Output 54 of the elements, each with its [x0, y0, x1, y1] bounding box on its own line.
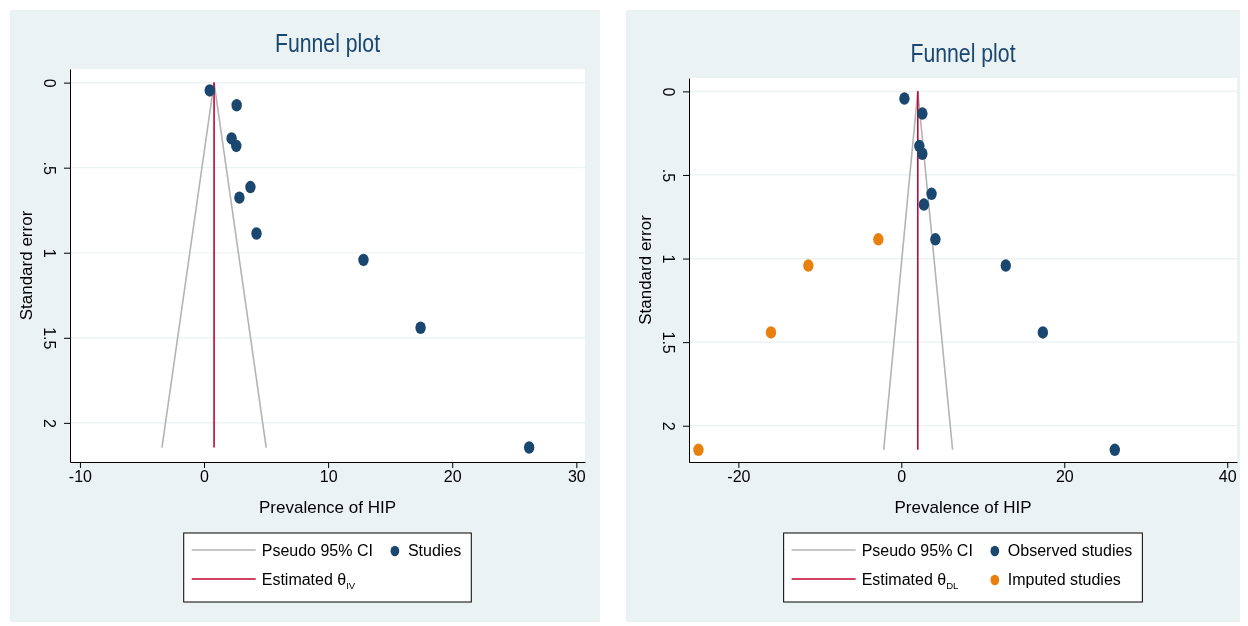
- x-tick-label: 30: [567, 468, 586, 486]
- point: [693, 443, 704, 457]
- y-tick-label: 1.5: [660, 331, 678, 354]
- y-tick-label: 2: [41, 418, 59, 428]
- point: [231, 139, 242, 153]
- x-tick-label: 20: [1055, 468, 1074, 486]
- point: [1037, 326, 1049, 339]
- point: [917, 147, 928, 160]
- point: [917, 107, 928, 120]
- y-tick-label: 2: [660, 421, 678, 431]
- x-axis-title: Prevalence of HIP: [258, 498, 397, 517]
- x-axis-title: Prevalence of HIP: [894, 498, 1032, 517]
- point: [926, 187, 937, 201]
- legend-label: Pseudo 95% CI: [261, 542, 373, 559]
- point: [803, 259, 814, 272]
- point: [899, 92, 910, 105]
- legend-label: Pseudo 95% CI: [861, 542, 973, 559]
- point: [1109, 443, 1120, 457]
- legend-label: Imputed studies: [1007, 571, 1121, 588]
- chart-title: Funnel plot: [910, 39, 1017, 68]
- point: [415, 321, 426, 334]
- y-axis-title: Standard error: [636, 214, 655, 325]
- legend-label: Studies: [407, 542, 462, 559]
- x-tick-label: 40: [1218, 468, 1237, 486]
- chart-title: Funnel plot: [274, 29, 381, 58]
- point: [251, 227, 262, 240]
- y-axis-title: Standard error: [17, 210, 36, 321]
- y-tick-label: 1.5: [41, 327, 59, 350]
- y-tick-label: 0: [41, 78, 59, 88]
- x-tick-label: 10: [319, 468, 338, 486]
- point: [873, 233, 884, 246]
- y-tick-label: .5: [41, 161, 59, 175]
- legend-label: Observed studies: [1007, 542, 1133, 559]
- point: [234, 191, 245, 204]
- point: [358, 253, 369, 267]
- point: [930, 233, 941, 246]
- x-tick-label: -10: [68, 468, 93, 486]
- point: [765, 326, 777, 339]
- point: [231, 99, 242, 112]
- legend-label: Estimated θ$_{IV}$: [261, 571, 356, 591]
- x-tick-label: 0: [200, 468, 210, 486]
- x-tick-label: -20: [727, 468, 751, 486]
- point: [1000, 259, 1011, 272]
- y-tick-label: 1: [41, 248, 59, 258]
- point: [523, 441, 535, 454]
- point: [245, 180, 256, 194]
- legend-label: Estimated θ$_{DL}$: [861, 571, 960, 591]
- y-tick-label: 0: [660, 87, 678, 97]
- point: [204, 84, 215, 97]
- x-tick-label: 0: [897, 468, 907, 486]
- y-tick-label: .5: [660, 168, 678, 183]
- x-tick-label: 20: [443, 468, 462, 486]
- y-tick-label: 1: [660, 254, 678, 264]
- point: [918, 198, 930, 211]
